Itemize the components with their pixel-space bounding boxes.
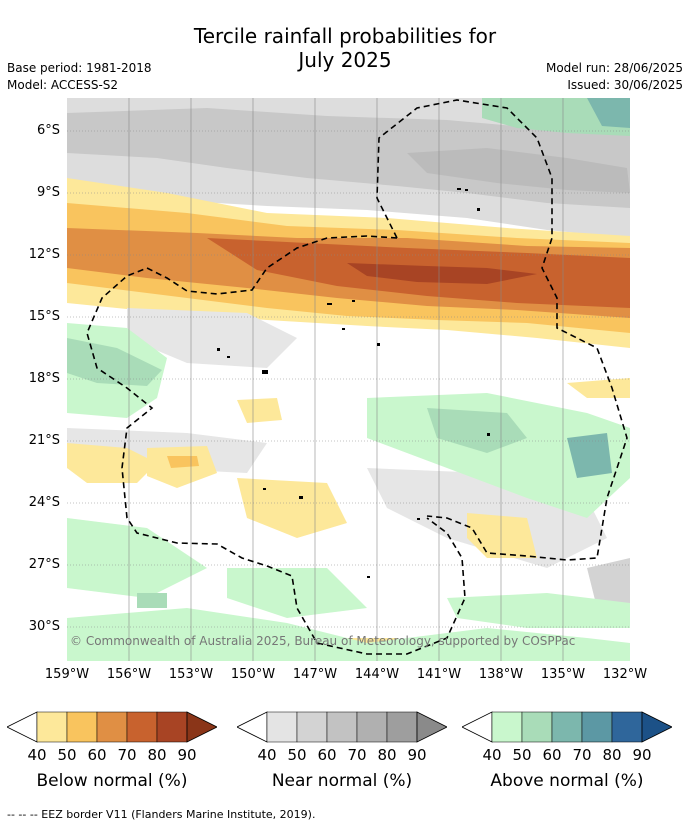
lat-label: 6°S bbox=[36, 123, 60, 138]
base-period: Base period: 1981-2018 bbox=[7, 61, 152, 75]
below-normal-band-80 bbox=[347, 263, 537, 284]
colorbar-tick-label: 70 bbox=[347, 746, 367, 764]
colorbar-segment bbox=[126, 711, 158, 743]
islands bbox=[217, 188, 490, 578]
issued-date: Issued: 30/06/2025 bbox=[567, 78, 683, 92]
lat-label: 21°S bbox=[28, 433, 60, 448]
colorbar-tick-label: 70 bbox=[117, 746, 137, 764]
colorbar-segment bbox=[66, 711, 98, 743]
above-normal-region-south-3 bbox=[67, 608, 630, 661]
colorbar-max-arrow bbox=[416, 711, 447, 743]
colorbar-min-arrow bbox=[7, 711, 38, 743]
below-normal-patch-5 bbox=[467, 513, 537, 558]
lat-label: 30°S bbox=[28, 619, 60, 634]
colorbar-title: Below normal (%) bbox=[36, 771, 188, 791]
colorbar-below bbox=[7, 711, 217, 743]
lon-label: 150°W bbox=[230, 667, 276, 682]
lon-label: 153°W bbox=[168, 667, 214, 682]
lat-label: 27°S bbox=[28, 557, 60, 572]
lon-label: 159°W bbox=[44, 667, 90, 682]
above-normal-region-south-2 bbox=[227, 568, 367, 618]
colorbar-title: Above normal (%) bbox=[490, 771, 644, 791]
lon-label: 156°W bbox=[106, 667, 152, 682]
lat-label: 18°S bbox=[28, 371, 60, 386]
near-normal-region-north-darker bbox=[407, 148, 630, 193]
title-line-2: July 2025 bbox=[298, 48, 392, 72]
above-normal-region-central-60 bbox=[567, 433, 612, 478]
colorbar-tick-label: 60 bbox=[542, 746, 562, 764]
colorbar-segment bbox=[296, 711, 328, 743]
colorbar-tick-label: 80 bbox=[377, 746, 397, 764]
above-normal-region-west-50 bbox=[67, 338, 162, 386]
rainfall-map: © Commonwealth of Australia 2025, Bureau… bbox=[67, 98, 630, 661]
colorbar-segment bbox=[611, 711, 643, 743]
colorbar-tick-label: 80 bbox=[147, 746, 167, 764]
below-normal-patch-8 bbox=[237, 398, 282, 423]
colorbar-tick-label: 40 bbox=[482, 746, 502, 764]
below-normal-patch-4 bbox=[237, 478, 347, 538]
colorbar-tick-label: 90 bbox=[177, 746, 197, 764]
colorbar-tick-label: 40 bbox=[257, 746, 277, 764]
above-normal-region-ne-70 bbox=[587, 98, 630, 128]
colorbar-segment bbox=[521, 711, 553, 743]
map-title: Tercile rainfall probabilities for July … bbox=[0, 24, 690, 72]
colorbar-segment bbox=[551, 711, 583, 743]
colorbar-segment bbox=[581, 711, 613, 743]
colorbar-tick-label: 50 bbox=[287, 746, 307, 764]
lat-label: 12°S bbox=[28, 247, 60, 262]
colorbar-segment bbox=[491, 711, 523, 743]
colorbar-tick-label: 90 bbox=[407, 746, 427, 764]
colorbar-title: Near normal (%) bbox=[271, 771, 413, 791]
above-normal-region-south bbox=[67, 518, 207, 598]
colorbar-tick-label: 40 bbox=[27, 746, 47, 764]
meta-left: Base period: 1981-2018 Model: ACCESS-S2 bbox=[7, 60, 152, 94]
colorbar-max-arrow bbox=[641, 711, 672, 743]
colorbar-min-arrow bbox=[462, 711, 493, 743]
colorbar-tick-label: 60 bbox=[87, 746, 107, 764]
lon-label: 135°W bbox=[540, 667, 586, 682]
above-normal-region-south-4 bbox=[447, 593, 630, 628]
eez-legend-note: -- -- -- EEZ border V11 (Flanders Marine… bbox=[7, 808, 316, 821]
colorbar-above bbox=[462, 711, 672, 743]
colorbar-tick-label: 50 bbox=[512, 746, 532, 764]
colorbar-tick-label: 60 bbox=[317, 746, 337, 764]
near-normal-patch-1 bbox=[127, 308, 297, 368]
colorbar-near bbox=[237, 711, 447, 743]
below-normal-patch-6 bbox=[567, 378, 630, 398]
colorbar-tick-label: 50 bbox=[57, 746, 77, 764]
near-normal-region-north-dark bbox=[67, 108, 630, 208]
lon-label: 147°W bbox=[292, 667, 338, 682]
below-normal-patch-1 bbox=[67, 443, 157, 483]
colorbar-tick-label: 90 bbox=[632, 746, 652, 764]
grid-lines bbox=[67, 130, 630, 628]
lat-label: 9°S bbox=[36, 185, 60, 200]
colorbar-tick-label: 70 bbox=[572, 746, 592, 764]
lat-label: 15°S bbox=[28, 309, 60, 324]
lat-label: 24°S bbox=[28, 495, 60, 510]
lon-label: 141°W bbox=[416, 667, 462, 682]
lon-label: 132°W bbox=[602, 667, 648, 682]
colorbar-segment bbox=[96, 711, 128, 743]
colorbar-max-arrow bbox=[186, 711, 217, 743]
colorbar-segment bbox=[266, 711, 298, 743]
eez-border bbox=[86, 99, 628, 655]
colorbar-segment bbox=[356, 711, 388, 743]
colorbar-segment bbox=[386, 711, 418, 743]
model-run: Model run: 28/06/2025 bbox=[545, 61, 683, 75]
colorbar-segment bbox=[36, 711, 68, 743]
model-name: Model: ACCESS-S2 bbox=[7, 78, 119, 92]
above-normal-region-central-50 bbox=[427, 408, 527, 453]
lon-label: 138°W bbox=[478, 667, 524, 682]
copyright-notice: © Commonwealth of Australia 2025, Bureau… bbox=[70, 634, 575, 648]
above-normal-region-south-50 bbox=[137, 593, 167, 608]
below-normal-patch-3 bbox=[167, 456, 199, 468]
colorbar-segment bbox=[326, 711, 358, 743]
meta-right: Model run: 28/06/2025 Issued: 30/06/2025 bbox=[546, 60, 683, 94]
lon-label: 144°W bbox=[354, 667, 400, 682]
title-line-1: Tercile rainfall probabilities for bbox=[193, 24, 497, 48]
colorbar-min-arrow bbox=[237, 711, 268, 743]
colorbar-segment bbox=[156, 711, 188, 743]
colorbar-tick-label: 80 bbox=[602, 746, 622, 764]
